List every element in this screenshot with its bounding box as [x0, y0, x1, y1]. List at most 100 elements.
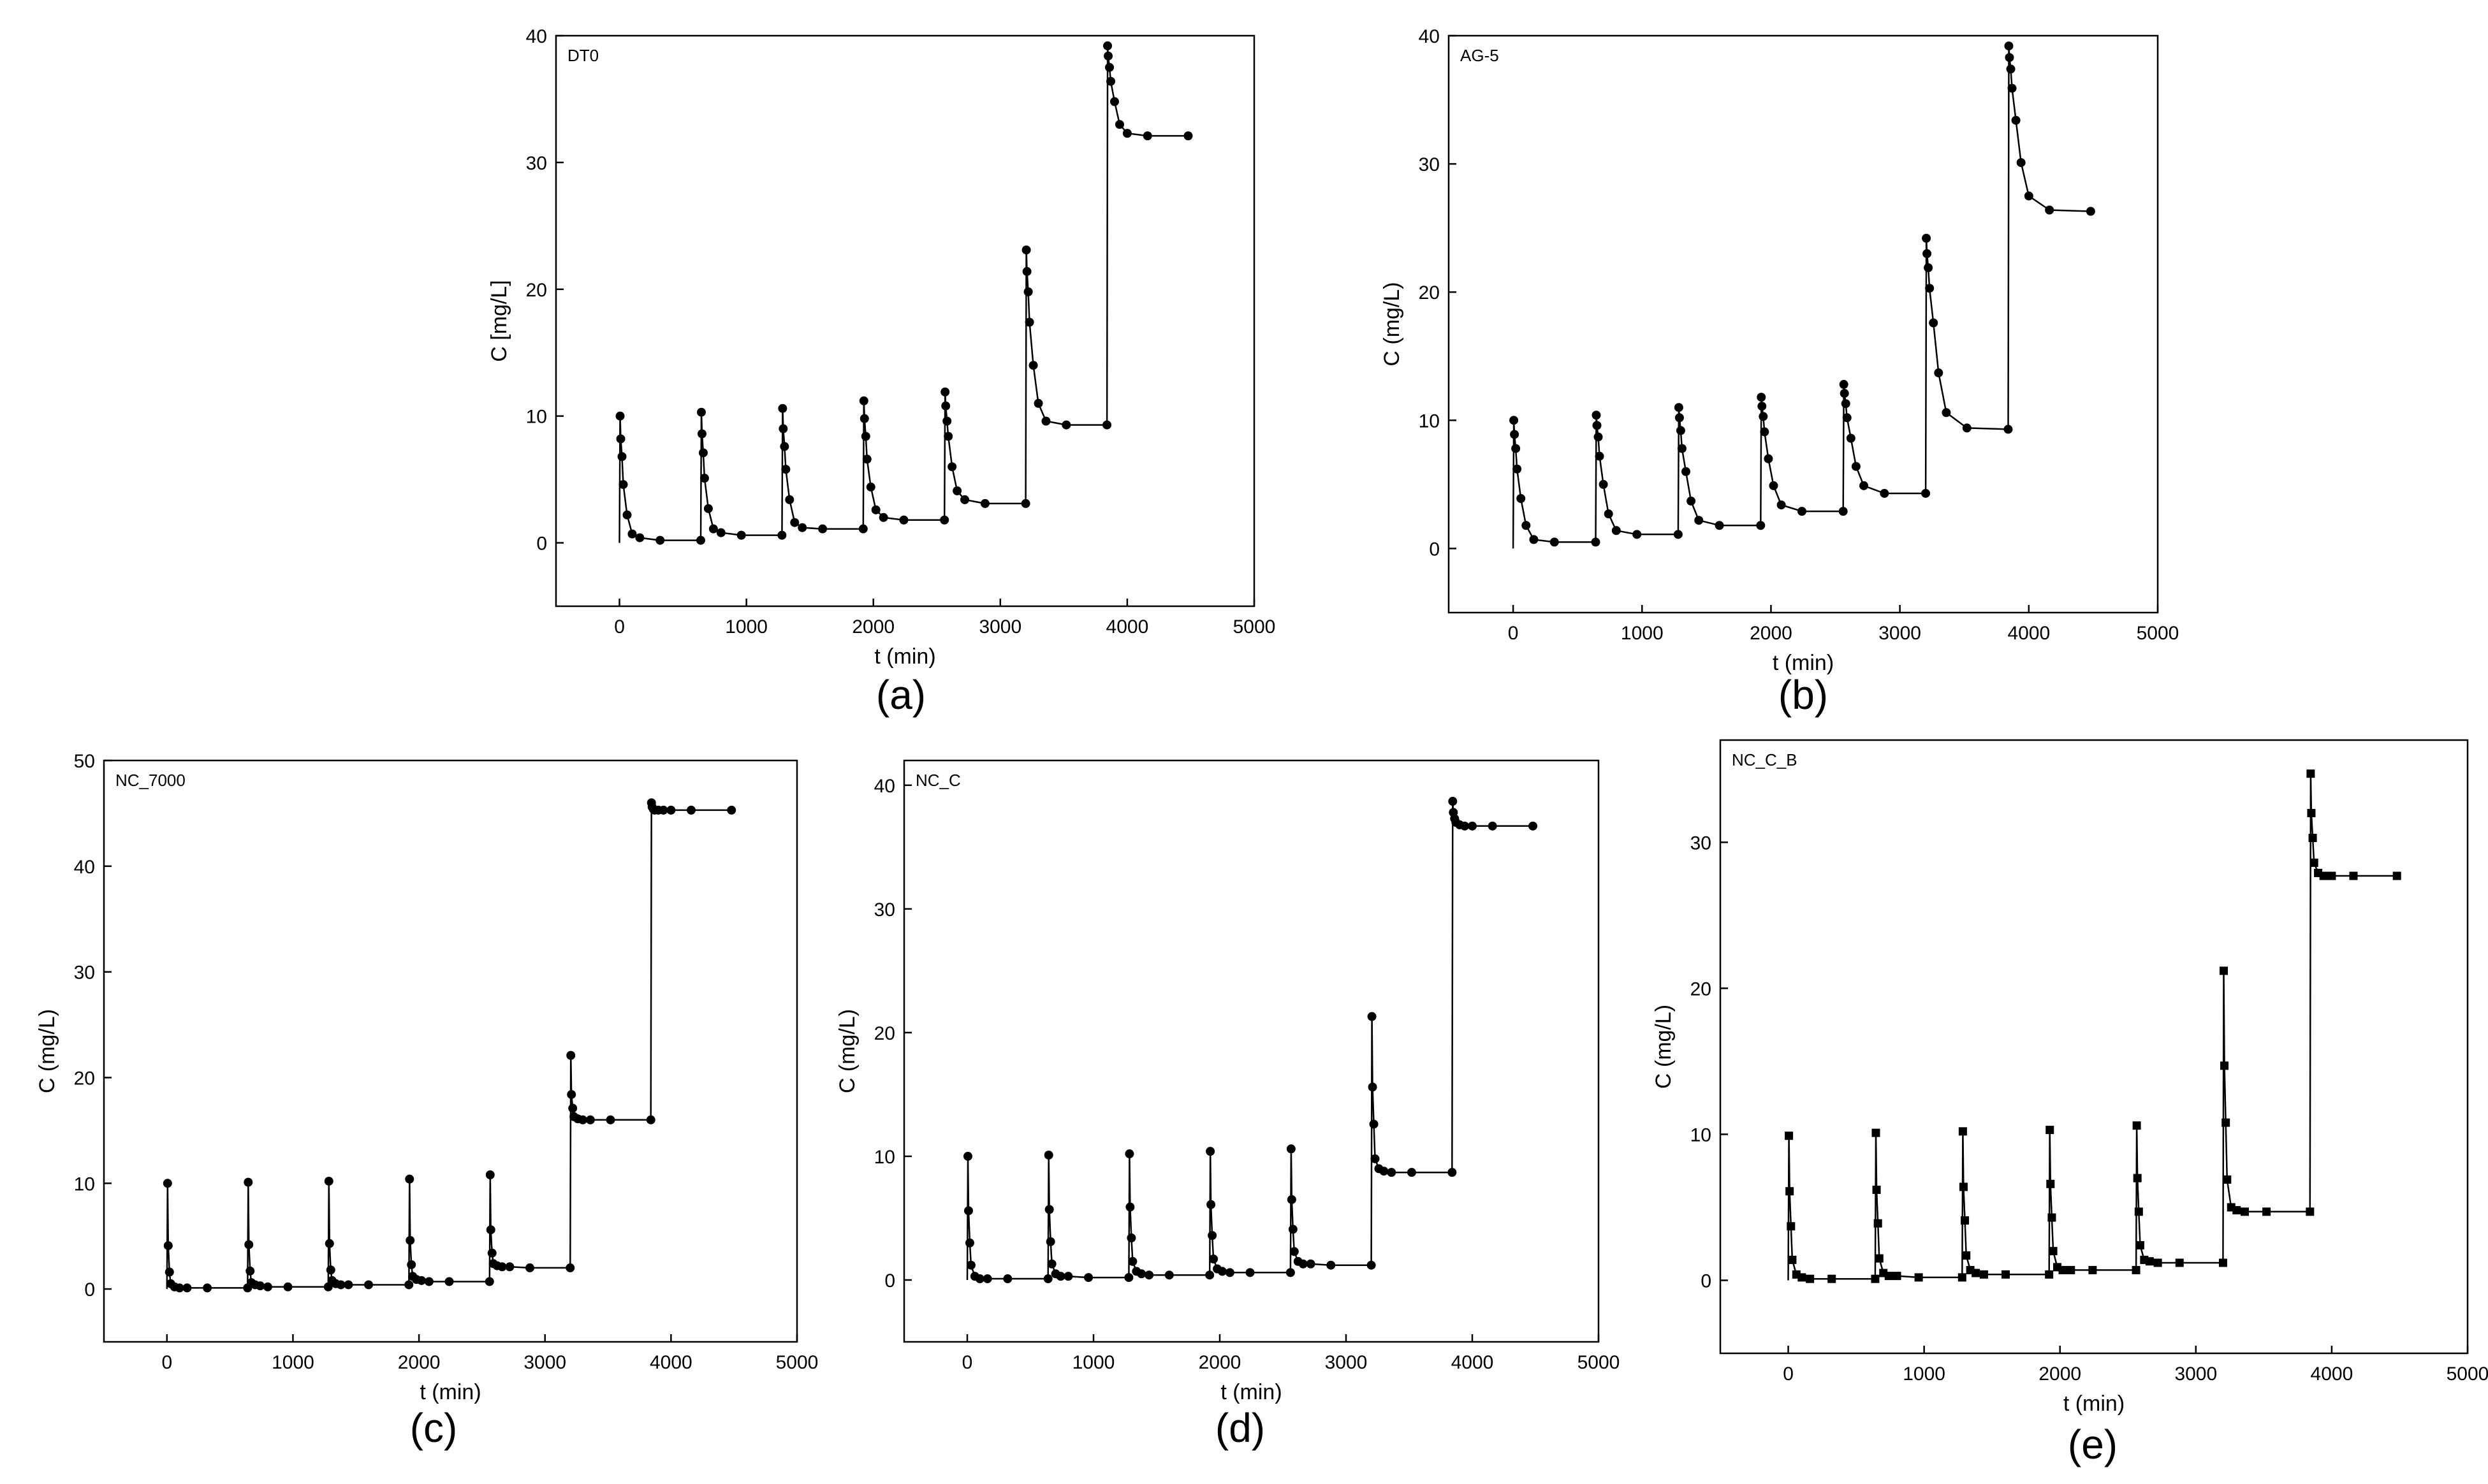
data-point: [696, 407, 706, 417]
data-point: [899, 515, 909, 525]
data-point: [1103, 41, 1113, 50]
data-point: [1326, 1260, 1336, 1270]
data-point: [1921, 488, 1931, 498]
data-point: [785, 495, 794, 504]
data-point: [525, 1263, 535, 1272]
data-point: [326, 1265, 335, 1275]
data-point: [1681, 467, 1691, 476]
y-tick-label: 20: [1690, 978, 1711, 1000]
data-point: [1776, 500, 1786, 510]
data-point: [1673, 530, 1683, 539]
y-tick-label: 0: [84, 1279, 95, 1300]
data-point: [1871, 1274, 1880, 1283]
chart-panel-d: 0 1000 2000 3000 4000 5000 0 10 20 30 40 t (min) C (…: [835, 759, 1620, 1451]
data-point: [1447, 1168, 1457, 1177]
data-point: [2006, 64, 2016, 74]
data-point: [1961, 1216, 1970, 1225]
data-point: [1110, 97, 1119, 106]
data-point: [1510, 430, 1519, 439]
data-point: [948, 462, 957, 472]
data-point: [1521, 521, 1531, 530]
chart-panel-b: 0 1000 2000 3000 4000 5000 0 10 20 30 40 t (min) C (…: [1380, 26, 2179, 718]
data-point: [1025, 317, 1034, 327]
data-point: [1225, 1268, 1234, 1277]
data-point: [703, 504, 713, 513]
data-point: [1034, 398, 1043, 408]
y-tick-label: 40: [526, 26, 547, 47]
panel-label: (a): [876, 672, 926, 718]
data-point: [1840, 389, 1849, 398]
data-point: [1104, 51, 1113, 61]
chart-panel-c: 0 1000 2000 3000 4000 5000 0 10 20 30 40 50 t (min) C…: [35, 751, 818, 1451]
data-point: [1922, 249, 1932, 258]
x-tick-label: 0: [614, 616, 625, 637]
data-point: [780, 442, 789, 451]
x-tick-label: 4000: [1106, 616, 1149, 637]
x-tick-label: 0: [161, 1352, 172, 1373]
data-point: [1183, 131, 1193, 141]
data-point: [2134, 1207, 2143, 1216]
data-point: [942, 416, 952, 426]
y-tick-label: 0: [1701, 1270, 1711, 1291]
data-point: [2220, 1061, 2229, 1070]
data-point: [2309, 858, 2318, 867]
data-point: [1592, 411, 1601, 420]
y-axis-label: C [mg/L]: [487, 280, 511, 361]
data-point: [1044, 1205, 1054, 1214]
data-point: [1764, 454, 1773, 463]
data-point: [1115, 120, 1124, 129]
data-point: [686, 805, 696, 815]
data-point: [485, 1277, 494, 1286]
data-point: [1875, 1254, 1884, 1263]
data-point: [1206, 1147, 1215, 1156]
data-point: [1288, 1225, 1298, 1234]
x-tick-label: 1000: [272, 1352, 314, 1373]
y-tick-label: 20: [1419, 282, 1440, 303]
data-point: [1056, 1272, 1065, 1281]
data-point: [1021, 498, 1030, 508]
x-tick-label: 4000: [1451, 1352, 1494, 1373]
data-point: [2319, 871, 2328, 880]
data-point: [2175, 1258, 2184, 1267]
series-label: NC_C: [916, 771, 961, 790]
x-axis-label: t (min): [2063, 1392, 2125, 1416]
data-point: [1379, 1167, 1389, 1176]
data-point: [1044, 1150, 1053, 1160]
data-point: [866, 483, 875, 492]
y-axis-label: C (mg/L): [35, 1009, 59, 1093]
data-point: [1407, 1168, 1416, 1177]
y-axis-label: C (mg/L): [835, 1009, 860, 1093]
data-point: [944, 432, 953, 441]
x-tick-label: 5000: [2447, 1364, 2488, 1385]
data-point: [1715, 521, 1724, 530]
data-point: [1892, 1272, 1901, 1281]
data-point: [1488, 821, 1497, 831]
data-point: [244, 1177, 253, 1187]
data-point: [486, 1225, 495, 1235]
data-point: [1611, 526, 1621, 535]
data-point: [2392, 871, 2401, 880]
data-point: [2016, 158, 2026, 168]
data-point: [696, 535, 705, 545]
panel-label: (e): [2068, 1422, 2118, 1467]
data-point: [1797, 507, 1806, 516]
data-point: [860, 414, 869, 423]
data-point: [1125, 1149, 1134, 1159]
data-point: [1929, 318, 1938, 328]
data-point: [1957, 1273, 1966, 1282]
data-point: [1757, 393, 1766, 402]
data-point: [1595, 451, 1604, 461]
y-tick-label: 10: [526, 407, 547, 428]
data-point: [487, 1248, 497, 1258]
x-axis-label: t (min): [420, 1380, 481, 1404]
data-point: [627, 529, 637, 539]
x-tick-label: 1000: [1621, 623, 1664, 644]
data-point: [1046, 1237, 1055, 1246]
data-point: [324, 1176, 333, 1186]
data-point: [606, 1115, 615, 1124]
plot-frame: [903, 759, 1600, 1343]
data-point: [618, 480, 628, 490]
x-tick-label: 1000: [1903, 1364, 1945, 1385]
data-point: [1127, 1233, 1136, 1243]
data-point: [1105, 62, 1115, 72]
